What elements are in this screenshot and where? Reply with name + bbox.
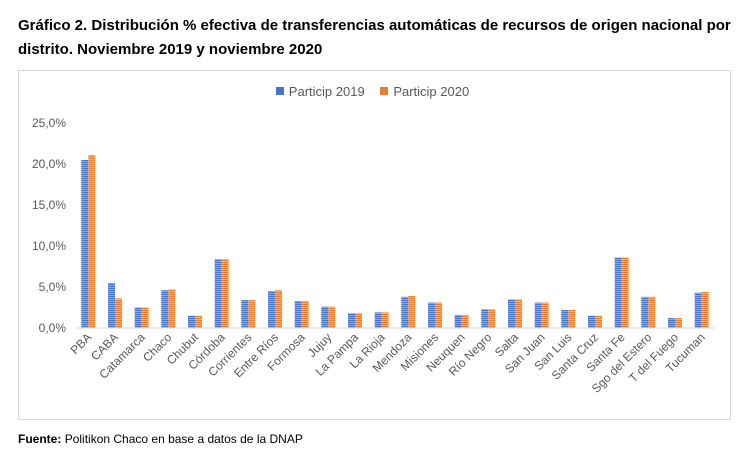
bar-2019-13 bbox=[428, 302, 435, 328]
bar-2019-6 bbox=[241, 300, 249, 328]
legend-item-2019: Particip 2019 bbox=[275, 84, 365, 99]
legend-swatch-2019 bbox=[275, 87, 284, 95]
bar-2019-20 bbox=[614, 257, 622, 328]
bar-2019-12 bbox=[401, 296, 409, 328]
source-label: Fuente: bbox=[18, 432, 62, 446]
bar-2019-15 bbox=[481, 309, 489, 328]
bar-2019-3 bbox=[161, 290, 169, 328]
y-tick-label: 10,0% bbox=[32, 239, 66, 253]
bar-2020-21 bbox=[648, 296, 656, 328]
legend-swatch-2020 bbox=[380, 87, 389, 95]
bar-2020-11 bbox=[381, 312, 389, 328]
bar-2019-11 bbox=[374, 312, 382, 328]
bar-2020-5 bbox=[221, 259, 229, 328]
bar-2020-8 bbox=[301, 300, 309, 328]
bar-2020-22 bbox=[675, 318, 682, 328]
y-tick-label: 20,0% bbox=[32, 157, 66, 171]
bar-2020-10 bbox=[355, 313, 362, 328]
source-text: Politikon Chaco en base a datos de la DN… bbox=[64, 432, 303, 446]
bar-2020-6 bbox=[248, 300, 256, 328]
bar-2019-22 bbox=[668, 318, 675, 328]
y-tick-label: 25,0% bbox=[32, 116, 66, 130]
chart-title: Gráfico 2. Distribución % efectiva de tr… bbox=[18, 17, 731, 58]
bar-2020-12 bbox=[408, 296, 416, 328]
chart-frame bbox=[18, 70, 731, 420]
y-tick-label: 15,0% bbox=[32, 198, 66, 212]
bar-2019-9 bbox=[321, 306, 329, 328]
bar-2019-2 bbox=[134, 307, 142, 328]
bar-2020-19 bbox=[595, 315, 602, 328]
legend-label-2020: Particip 2020 bbox=[393, 84, 470, 99]
bar-2019-4 bbox=[188, 315, 195, 328]
bar-2019-23 bbox=[694, 292, 702, 328]
bar-2019-14 bbox=[454, 314, 462, 328]
bar-2020-15 bbox=[488, 309, 496, 328]
y-tick-label: 5,0% bbox=[39, 280, 67, 294]
bar-2019-10 bbox=[348, 313, 355, 328]
bar-2020-16 bbox=[515, 299, 522, 328]
bar-2019-18 bbox=[561, 309, 569, 328]
bar-2020-18 bbox=[568, 309, 576, 328]
legend-label-2019: Particip 2019 bbox=[288, 84, 365, 99]
bar-2020-9 bbox=[328, 306, 336, 328]
legend-item-2020: Particip 2020 bbox=[380, 84, 469, 99]
bar-2020-1 bbox=[115, 298, 122, 328]
y-tick-label: 0,0% bbox=[39, 321, 67, 335]
bar-2020-4 bbox=[195, 315, 202, 328]
bar-2019-19 bbox=[588, 315, 595, 328]
bar-2020-17 bbox=[541, 302, 549, 328]
source-note: Fuente: Politikon Chaco en base a datos … bbox=[18, 432, 303, 446]
chart-legend: Particip 2019 Particip 2020 bbox=[0, 84, 745, 99]
bar-2019-7 bbox=[268, 291, 275, 328]
bar-2019-17 bbox=[534, 302, 542, 328]
bar-2020-2 bbox=[141, 307, 149, 328]
bar-2019-0 bbox=[81, 159, 89, 328]
bar-2020-20 bbox=[621, 257, 629, 328]
bar-2019-8 bbox=[294, 300, 302, 328]
bar-2020-0 bbox=[88, 154, 96, 328]
bar-2019-16 bbox=[508, 299, 515, 328]
bar-2020-23 bbox=[701, 291, 709, 328]
bar-2019-5 bbox=[214, 259, 222, 328]
bar-2019-1 bbox=[108, 282, 115, 328]
bar-2020-3 bbox=[168, 289, 176, 328]
bar-2020-13 bbox=[435, 302, 442, 328]
bar-2019-21 bbox=[641, 296, 649, 328]
bar-2020-14 bbox=[461, 314, 469, 328]
bar-2020-7 bbox=[275, 290, 282, 328]
